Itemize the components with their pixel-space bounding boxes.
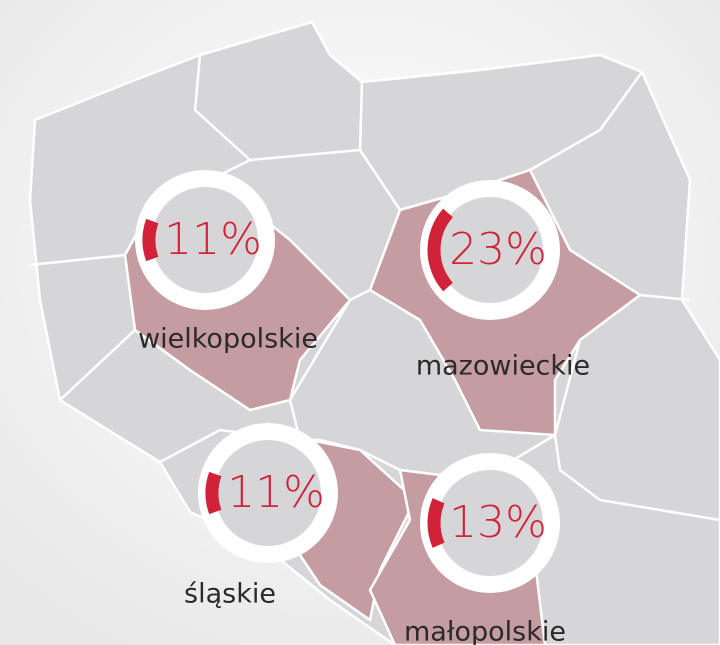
percent-label: 11% [227,467,325,518]
donut-center [215,440,321,546]
region-name: małopolskie [404,617,566,645]
region-name: mazowieckie [416,351,590,382]
donut-center [152,187,258,293]
percent-label: 13% [449,497,547,548]
percent-label: 11% [164,214,262,265]
region-name: wielkopolskie [138,324,318,355]
donut-arc [142,218,159,262]
donut-center [437,197,543,303]
donut-arc [427,498,445,548]
donut-arc [205,471,222,515]
donut-arc [427,208,454,292]
region-name: śląskie [184,579,276,610]
region-border [553,434,720,522]
percent-label: 23% [449,224,547,275]
donut-center [437,470,543,576]
